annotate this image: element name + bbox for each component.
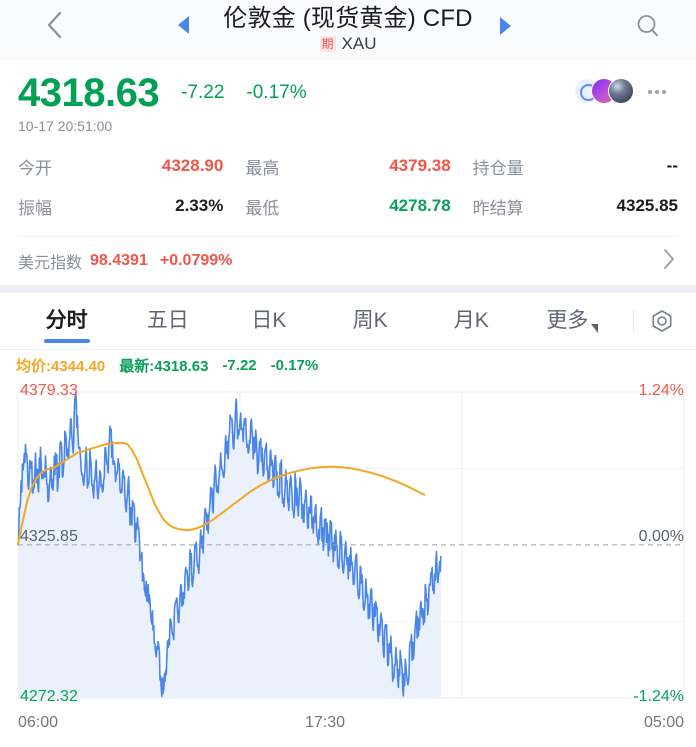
stat-label: 今开 xyxy=(18,158,52,178)
chart-tabs: 分时 五日 日K 周K 月K 更多 xyxy=(0,293,696,350)
x-tick-label: 06:00 xyxy=(18,714,59,731)
stat-value: -- xyxy=(666,156,678,175)
bottom-strip xyxy=(0,742,696,747)
navbar: 伦敦金 (现货黄金) CFD 期 XAU xyxy=(0,0,696,60)
chart-pct-mid-label: 0.00% xyxy=(638,528,684,545)
legend-avg-price: 均价:4344.40 xyxy=(16,357,106,375)
stat-cell-high: 最高 4379.38 xyxy=(245,154,472,179)
stat-value: 4379.38 xyxy=(389,156,451,175)
stat-label: 持仓量 xyxy=(472,158,524,178)
tab-list: 分时 五日 日K 周K 月K 更多 xyxy=(0,293,696,349)
tab-monthly-k[interactable]: 月K xyxy=(453,309,489,332)
tab-more[interactable]: 更多 xyxy=(522,293,623,349)
stats-table: 今开 4328.90 最高 4379.38 持仓量 -- 振幅 2.33% xyxy=(18,146,678,232)
hexagon-settings-icon xyxy=(652,310,672,332)
legend-last-price: 最新:4318.63 xyxy=(119,357,209,375)
usd-index-percent: +0.0799% xyxy=(159,252,233,269)
avatar-moon[interactable] xyxy=(608,78,634,104)
divider xyxy=(18,236,678,237)
table-row: 今开 4328.90 最高 4379.38 持仓量 -- xyxy=(18,146,678,186)
legend-change: -7.22 xyxy=(222,356,257,374)
symbol-line: 期 XAU xyxy=(0,34,696,54)
back-button[interactable] xyxy=(38,8,72,42)
intraday-chart[interactable]: 4379.33 4325.85 4272.32 1.24% 0.00% -1.2… xyxy=(0,380,696,710)
chevron-left-icon xyxy=(47,11,62,39)
page-title: 伦敦金 (现货黄金) CFD xyxy=(223,5,473,32)
chart-price-mid-label: 4325.85 xyxy=(20,528,78,545)
stat-value: 2.33% xyxy=(175,196,224,215)
ellipsis-icon xyxy=(662,90,666,94)
chart-price-line xyxy=(17,392,442,698)
more-options-button[interactable] xyxy=(648,90,666,94)
ellipsis-icon xyxy=(655,90,659,94)
last-price: 4318.63 xyxy=(18,71,160,115)
chart-legend: 均价:4344.40 最新:4318.63 -7.22 -0.17% xyxy=(0,350,696,380)
divider xyxy=(633,310,635,332)
tab-daily-k[interactable]: 日K xyxy=(251,309,287,332)
tab-weekly-k[interactable]: 周K xyxy=(352,309,388,332)
price-row: 4318.63 -7.22 -0.17% xyxy=(18,60,678,115)
chart-area-fill xyxy=(18,392,441,698)
stat-cell-open-interest: 持仓量 -- xyxy=(473,154,678,179)
tab-intraday[interactable]: 分时 xyxy=(16,293,117,349)
triangle-right-icon[interactable] xyxy=(500,17,511,35)
search-icon xyxy=(637,15,658,37)
chart-pct-high-label: 1.24% xyxy=(638,382,684,399)
tab-more-label: 更多 xyxy=(546,309,589,332)
search-button[interactable] xyxy=(632,10,664,42)
divider xyxy=(0,349,696,350)
tab-five-day[interactable]: 五日 xyxy=(146,309,189,332)
stat-value: 4325.85 xyxy=(616,196,678,215)
stat-label: 最高 xyxy=(245,158,280,178)
chart-average-line xyxy=(17,441,426,546)
quote-timestamp: 10-17 20:51:00 xyxy=(18,118,113,134)
chart-price-low-label: 4272.32 xyxy=(20,688,78,705)
nav-center: 伦敦金 (现货黄金) CFD 期 XAU xyxy=(0,2,696,54)
ellipsis-icon xyxy=(648,90,652,94)
stat-cell-prev-settle: 昨结算 4325.85 xyxy=(473,194,678,219)
quote-card: 4318.63 -7.22 -0.17% 10-17 20:51:00 今开 4… xyxy=(0,60,696,285)
stat-value: 4278.78 xyxy=(389,196,451,215)
triangle-down-icon xyxy=(591,324,599,333)
contract-type-badge: 期 xyxy=(319,36,336,52)
stat-label: 昨结算 xyxy=(472,198,524,218)
x-tick-label: 17:30 xyxy=(305,714,346,731)
stat-label: 最低 xyxy=(245,198,280,218)
chart-canvas xyxy=(17,391,685,699)
table-row: 振幅 2.33% 最低 4278.78 昨结算 4325.85 xyxy=(18,186,678,226)
symbol-code: XAU xyxy=(341,34,377,53)
usd-index-label: 美元指数 xyxy=(18,255,83,272)
stat-label: 振幅 xyxy=(18,198,52,218)
chevron-right-icon xyxy=(660,245,678,278)
stat-value: 4328.90 xyxy=(161,156,224,175)
stat-cell-open: 今开 4328.90 xyxy=(18,154,245,179)
chart-pct-low-label: -1.24% xyxy=(633,688,684,705)
price-change-percent: -0.17% xyxy=(246,82,307,103)
usd-index-value: 98.4391 xyxy=(90,252,148,269)
price-change: -7.22 xyxy=(181,82,225,103)
triangle-left-icon[interactable] xyxy=(178,16,189,34)
usd-index-row[interactable]: 美元指数 98.4391 +0.0799% xyxy=(18,237,678,285)
chart-settings-button[interactable] xyxy=(644,308,680,334)
chart-x-axis: 06:00 17:30 05:00 xyxy=(0,710,696,742)
legend-change-pct: -0.17% xyxy=(270,356,319,374)
stat-cell-low: 最低 4278.78 xyxy=(245,194,472,219)
chart-price-high-label: 4379.33 xyxy=(20,382,78,399)
stat-cell-amplitude: 振幅 2.33% xyxy=(18,194,245,219)
x-tick-label: 05:00 xyxy=(643,714,684,731)
avatar-group[interactable] xyxy=(574,78,634,104)
